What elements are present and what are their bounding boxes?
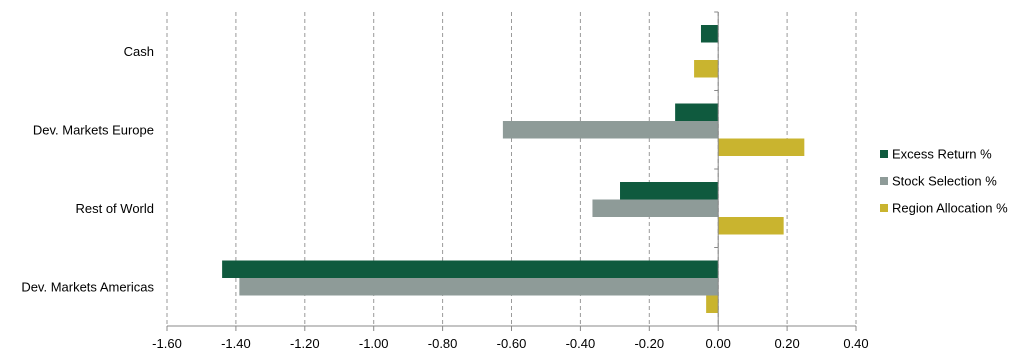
- legend-swatch-1: [880, 177, 888, 185]
- legend-swatch-0: [880, 150, 888, 158]
- bar-1-0: [675, 103, 719, 121]
- x-tick-label-3: -1.00: [359, 336, 389, 351]
- category-labels: Cash Dev. Markets Europe Rest of World Dev.…: [21, 44, 154, 295]
- category-label-0: Cash: [124, 44, 154, 59]
- x-tick-label-10: 0.40: [843, 336, 868, 351]
- bar-1-1: [502, 121, 719, 139]
- x-tick-labels: -1.60 -1.40 -1.20 -1.00 -0.80 -0.60 -0.40 -0.20…: [152, 336, 868, 351]
- x-tick-label-4: -0.80: [428, 336, 458, 351]
- legend-label-2: Region Allocation %: [892, 201, 1008, 216]
- category-label-3: Dev. Markets Americas: [21, 279, 154, 294]
- bars: [222, 25, 805, 313]
- legend-label-0: Excess Return %: [892, 147, 992, 162]
- bar-3-2: [706, 295, 719, 313]
- x-tick-label-7: -0.20: [634, 336, 664, 351]
- x-tick-label-0: -1.60: [152, 336, 182, 351]
- category-label-2: Rest of World: [75, 201, 154, 216]
- axes: [166, 11, 857, 331]
- legend: Excess Return % Stock Selection % Region A…: [880, 147, 1008, 216]
- bar-3-0: [222, 260, 719, 278]
- x-tick-label-1: -1.40: [221, 336, 251, 351]
- x-tick-label-2: -1.20: [290, 336, 320, 351]
- bar-2-2: [718, 217, 784, 235]
- legend-label-1: Stock Selection %: [892, 174, 997, 189]
- x-tick-label-9: 0.20: [774, 336, 799, 351]
- legend-swatch-2: [880, 204, 888, 212]
- x-tick-label-8: 0.00: [706, 336, 731, 351]
- bar-1-2: [718, 138, 805, 156]
- bar-0-2: [694, 60, 719, 78]
- bar-2-1: [592, 199, 719, 217]
- x-tick-label-5: -0.60: [497, 336, 527, 351]
- bar-2-0: [620, 182, 719, 200]
- x-tick-label-6: -0.40: [566, 336, 596, 351]
- category-label-1: Dev. Markets Europe: [33, 122, 154, 137]
- bar-3-1: [239, 278, 719, 296]
- bar-0-0: [700, 25, 719, 43]
